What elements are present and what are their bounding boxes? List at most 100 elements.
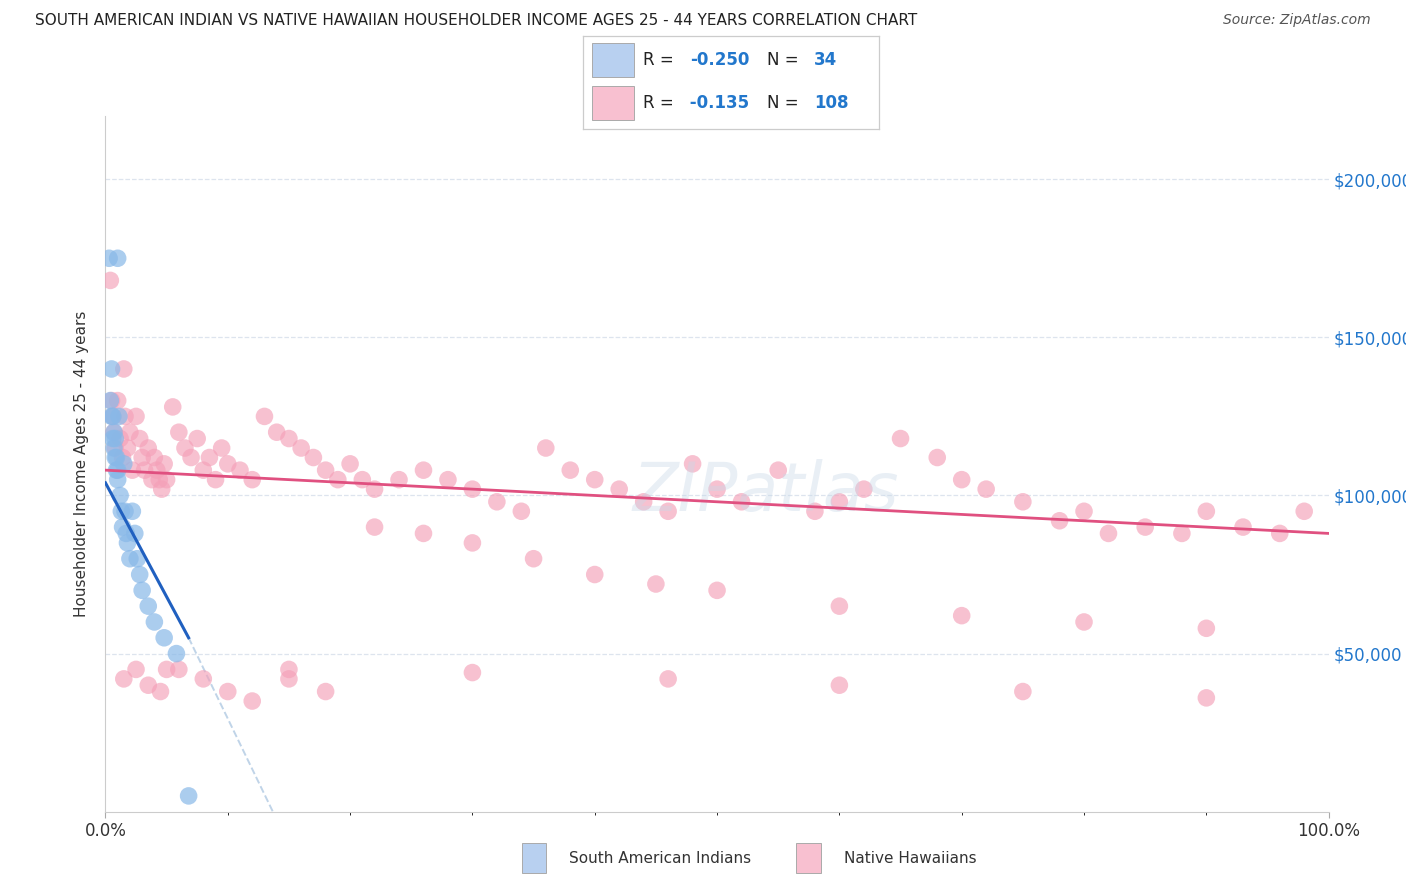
Point [1195,690,1218,705]
Point [607,482,630,496]
Point [101,432,124,446]
Point [108,409,131,424]
Point [950,608,973,623]
Point [583,567,606,582]
Point [100,362,122,376]
Point [315,463,337,477]
Point [121,504,143,518]
Point [339,457,361,471]
Point [706,482,728,496]
Point [253,409,276,424]
Point [167,662,190,676]
Point [560,463,582,477]
Point [156,662,179,676]
Point [211,441,233,455]
Text: Native Hawaiians: Native Hawaiians [844,851,976,865]
Point [149,684,172,698]
Point [352,473,374,487]
Point [522,551,544,566]
Point [153,631,176,645]
Point [240,694,263,708]
Point [156,473,179,487]
Point [1195,621,1218,635]
Point [193,672,215,686]
Point [146,463,169,477]
Y-axis label: Householder Income Ages 25 - 44 years: Householder Income Ages 25 - 44 years [75,310,90,617]
Point [278,662,301,676]
Point [118,425,141,440]
Point [104,432,127,446]
Point [103,425,125,440]
Point [240,473,263,487]
Point [162,400,184,414]
Point [326,473,349,487]
Text: -0.250: -0.250 [690,51,749,69]
Point [889,432,911,446]
Point [302,450,325,465]
Text: N =: N = [766,51,803,69]
Point [165,647,187,661]
Point [217,684,239,698]
Point [111,520,134,534]
Point [112,672,135,686]
Point [852,482,875,496]
Point [134,463,156,477]
Point [950,473,973,487]
Point [1268,526,1291,541]
Point [204,473,226,487]
Point [180,450,202,465]
Point [143,450,166,465]
Point [485,495,508,509]
Point [125,662,148,676]
Point [108,488,131,502]
Point [112,457,135,471]
Text: South American Indians: South American Indians [569,851,752,865]
Point [804,504,827,518]
Point [131,583,153,598]
Point [1073,504,1095,518]
Point [143,615,166,629]
Point [1195,504,1218,518]
Point [657,504,679,518]
Point [111,450,134,465]
Point [148,473,170,487]
Point [136,678,159,692]
Point [107,393,129,408]
Point [278,672,301,686]
Point [117,441,139,455]
Point [131,450,153,465]
Point [461,482,484,496]
Point [1294,504,1316,518]
Point [118,551,141,566]
Point [266,425,288,440]
Point [193,463,215,477]
Point [1011,684,1033,698]
Point [136,599,159,614]
Point [412,463,434,477]
Point [583,473,606,487]
Point [125,409,148,424]
Point [1097,526,1119,541]
Text: Source: ZipAtlas.com: Source: ZipAtlas.com [1223,13,1371,28]
Point [412,526,434,541]
Point [974,482,997,496]
Point [510,504,533,518]
Point [461,665,484,680]
Point [100,393,122,408]
Point [290,441,312,455]
Point [117,536,139,550]
Point [112,362,135,376]
Point [103,441,125,455]
Point [363,482,385,496]
Point [633,495,655,509]
Point [127,551,149,566]
Point [128,567,150,582]
Point [98,252,121,266]
Point [108,432,131,446]
Point [104,441,127,455]
Point [828,495,851,509]
Bar [592,87,634,120]
Text: -0.135: -0.135 [683,95,749,112]
Point [1133,520,1156,534]
Point [682,457,704,471]
